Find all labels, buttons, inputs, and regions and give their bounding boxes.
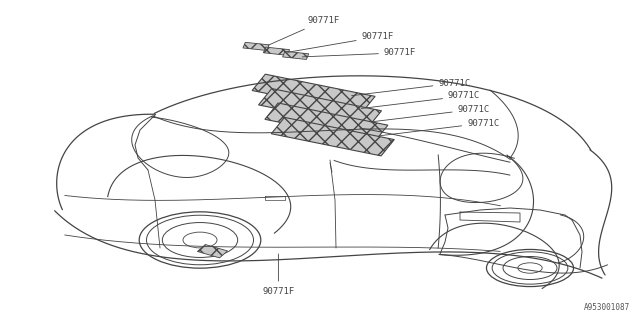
Text: 90771C: 90771C [351,79,470,96]
Bar [252,74,375,113]
Text: 90771C: 90771C [361,92,480,108]
Bar [197,244,228,258]
Text: 90771C: 90771C [380,119,499,136]
Bar [243,42,269,51]
Text: 90771F: 90771F [262,254,294,296]
Bar [265,103,388,141]
Text: 90771F: 90771F [268,16,339,45]
Text: 90771F: 90771F [287,32,394,52]
Bar [259,89,381,127]
Bar [283,51,308,60]
Text: 90771F: 90771F [302,48,416,57]
Bar [264,47,289,55]
Text: 90771C: 90771C [371,105,490,122]
Text: A953001087: A953001087 [584,303,630,312]
Bar [271,117,394,156]
